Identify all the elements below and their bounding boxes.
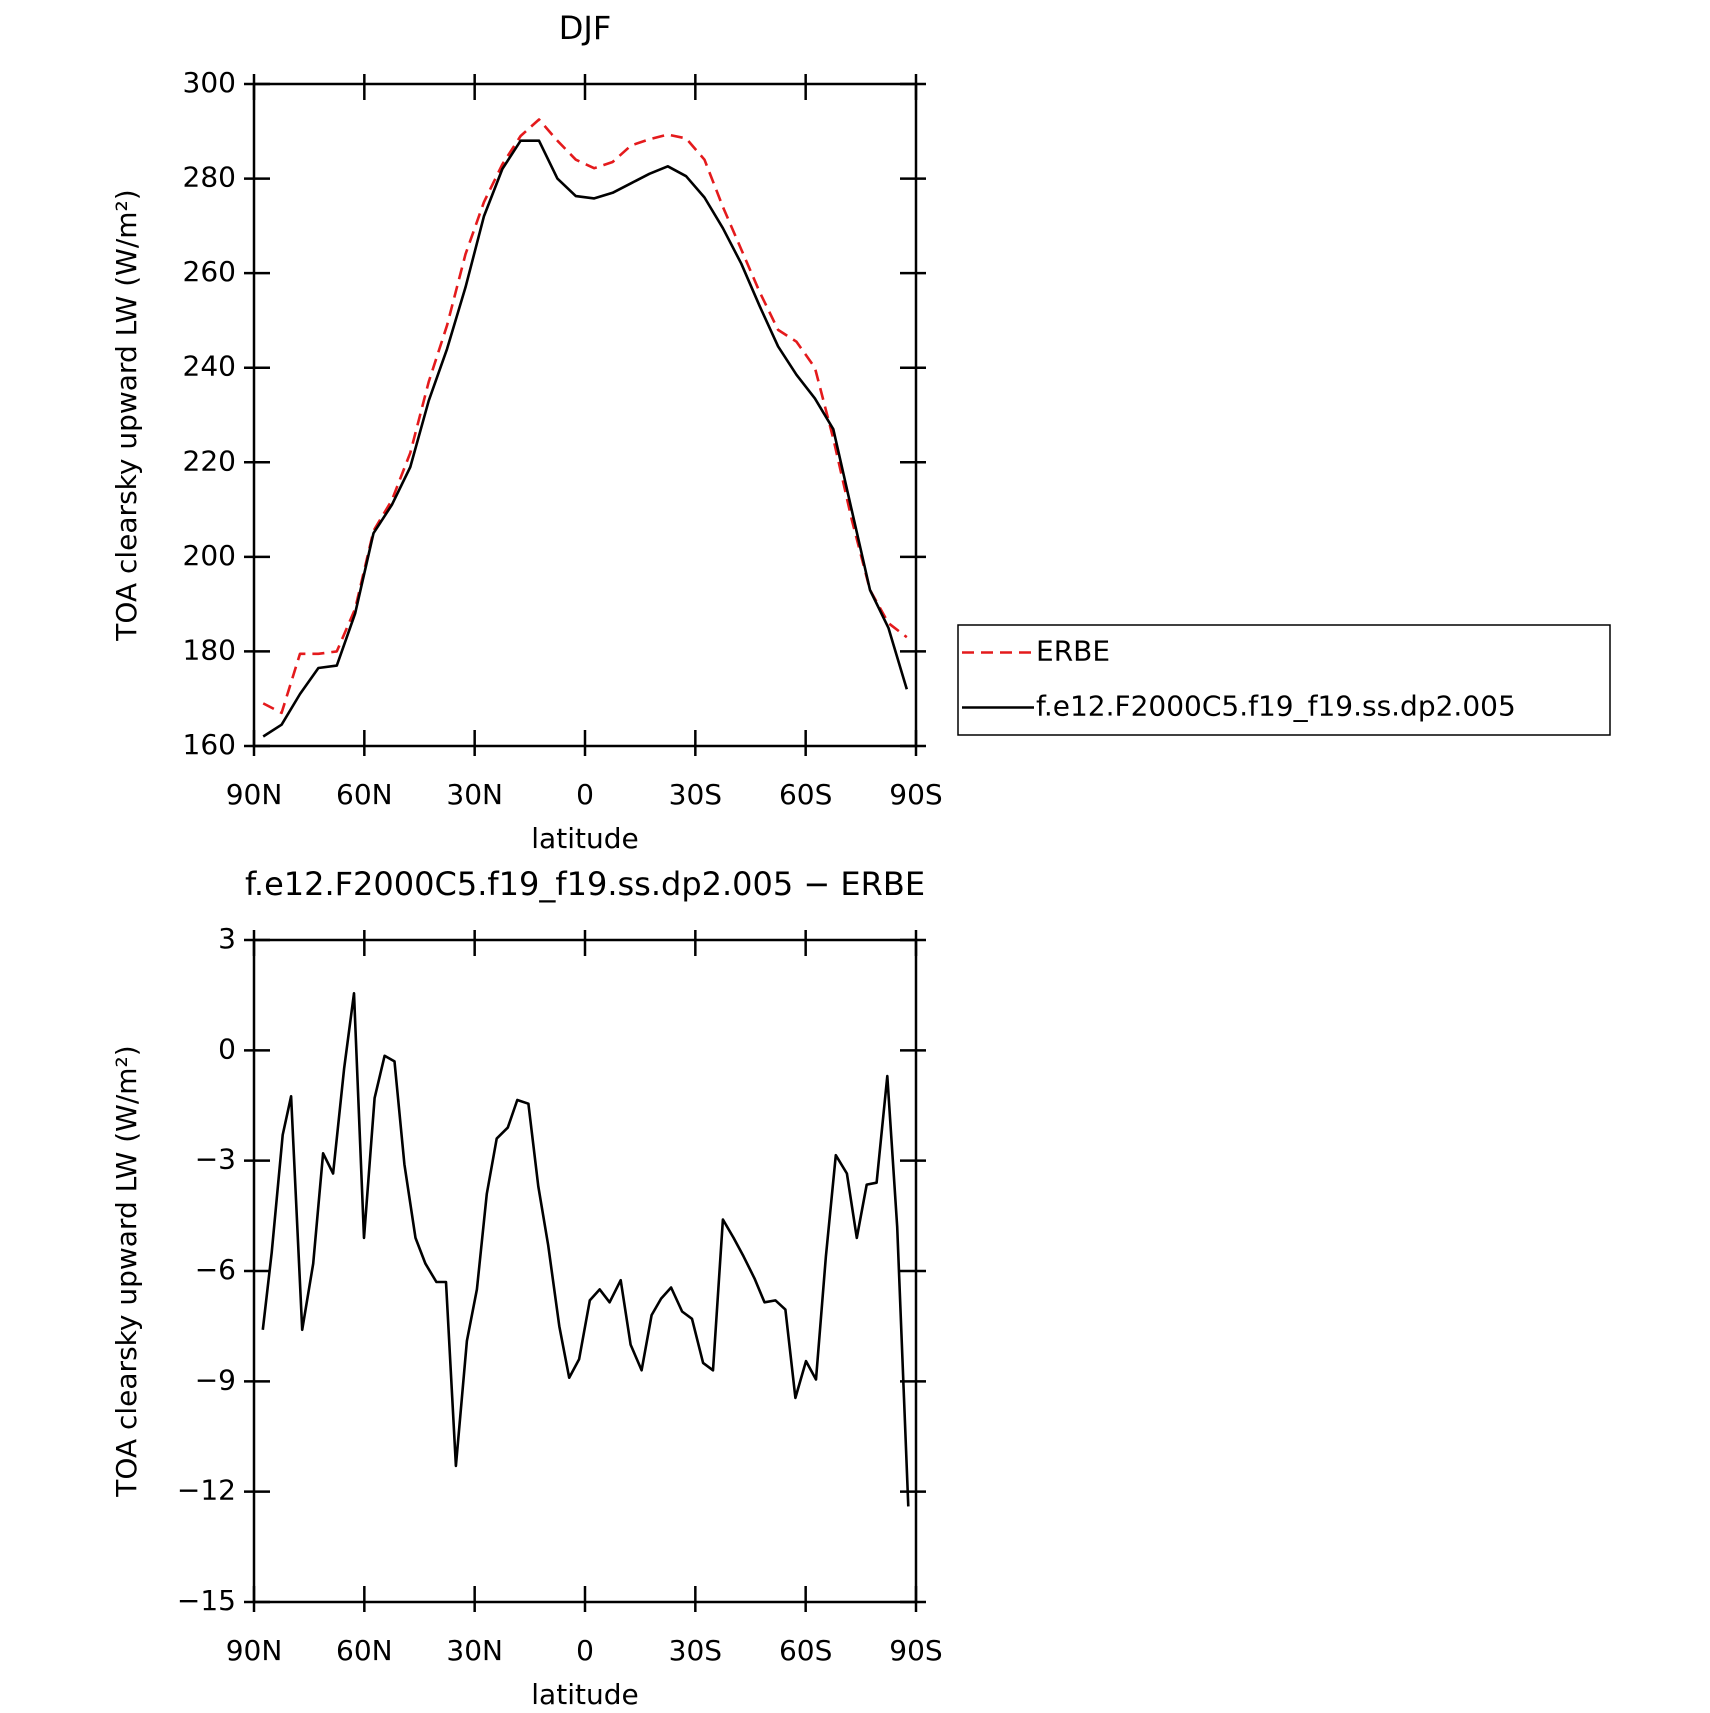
x-tick-label: 30N — [446, 778, 503, 811]
x-tick-label: 60N — [336, 1634, 393, 1667]
data-line — [262, 118, 908, 715]
y-tick-label: −3 — [195, 1143, 236, 1176]
x-axis-label: latitude — [531, 1678, 638, 1711]
plot-frame — [252, 938, 918, 1604]
y-tick-label: −9 — [195, 1363, 236, 1396]
y-tick-label: 260 — [183, 255, 236, 288]
x-tick-label: 30N — [446, 1634, 503, 1667]
y-axis-label: TOA clearsky upward LW (W/m²) — [110, 1045, 143, 1497]
y-tick-label: 3 — [218, 922, 236, 955]
y-tick-label: 220 — [183, 444, 236, 477]
y-axis-label: TOA clearsky upward LW (W/m²) — [110, 189, 143, 641]
y-tick-label: 180 — [183, 633, 236, 666]
chart-title: DJF — [559, 9, 611, 47]
legend-frame — [957, 624, 1611, 736]
y-tick-label: 240 — [183, 350, 236, 383]
y-tick-label: 280 — [183, 161, 236, 194]
x-axis-label: latitude — [531, 822, 638, 855]
x-tick-label: 30S — [669, 1634, 722, 1667]
y-tick-label: 0 — [218, 1032, 236, 1065]
x-tick-label: 90N — [226, 1634, 283, 1667]
data-line — [261, 991, 910, 1507]
y-tick-label: 160 — [183, 728, 236, 761]
legend-label: f.e12.F2000C5.f19_f19.ss.dp2.005 — [1036, 690, 1516, 723]
x-tick-label: 60S — [779, 1634, 832, 1667]
x-tick-label: 30S — [669, 778, 722, 811]
x-tick-label: 60S — [779, 778, 832, 811]
y-tick-label: −12 — [177, 1474, 236, 1507]
chart-title: f.e12.F2000C5.f19_f19.ss.dp2.005 − ERBE — [245, 865, 925, 903]
x-tick-label: 90N — [226, 778, 283, 811]
y-tick-label: −6 — [195, 1253, 236, 1286]
plot-frame — [252, 82, 918, 748]
x-tick-label: 60N — [336, 778, 393, 811]
x-tick-label: 90S — [889, 1634, 942, 1667]
data-line — [262, 139, 909, 738]
y-tick-label: 200 — [183, 539, 236, 572]
y-tick-label: 300 — [183, 66, 236, 99]
legend-label: ERBE — [1036, 635, 1110, 668]
x-tick-label: 0 — [576, 778, 594, 811]
y-tick-label: −15 — [177, 1584, 236, 1617]
x-tick-label: 90S — [889, 778, 942, 811]
x-tick-label: 0 — [576, 1634, 594, 1667]
